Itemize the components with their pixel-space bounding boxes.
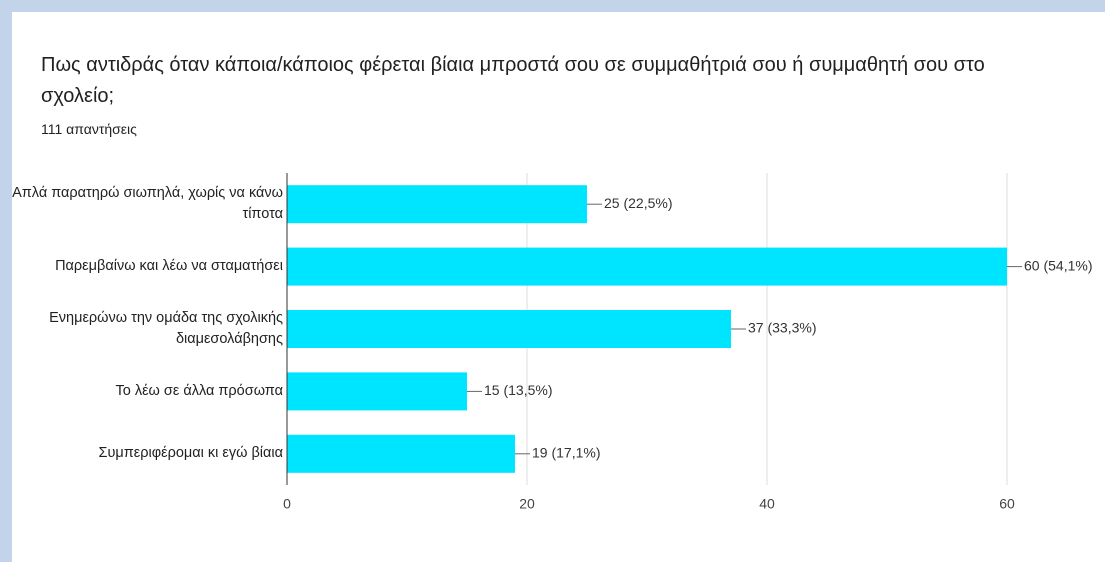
x-tick-label: 40 — [759, 496, 775, 512]
y-tick-label: Απλά παρατηρώ σιωπηλά, χωρίς να κάνω τίπ… — [12, 185, 283, 223]
value-label: 60 (54,1%) — [1024, 257, 1092, 273]
value-label: 19 (17,1%) — [532, 445, 600, 461]
bar — [287, 185, 587, 224]
y-tick-label: Ενημερώνω την ομάδα της σχολικής διαμεσο… — [49, 310, 283, 347]
x-tick-label: 20 — [519, 496, 535, 512]
value-label: 15 (13,5%) — [484, 382, 552, 398]
card — [12, 12, 1105, 562]
x-tick-label: 0 — [283, 496, 291, 512]
bar — [287, 372, 467, 411]
bar — [287, 310, 731, 348]
x-tick-label: 60 — [999, 496, 1015, 512]
bar — [287, 434, 515, 473]
value-label: 37 (33,3%) — [748, 320, 816, 336]
bar — [287, 247, 1007, 286]
chart-title: Πως αντιδράς όταν κάποια/κάποιος φέρεται… — [41, 54, 985, 107]
y-tick-label: Το λέω σε άλλα πρόσωπα — [115, 382, 283, 399]
y-tick-label: Παρεμβαίνω και λέω να σταματήσει — [55, 258, 283, 275]
value-label: 25 (22,5%) — [604, 195, 672, 211]
y-tick-label: Συμπεριφέρομαι κι εγώ βίαια — [98, 445, 283, 462]
chart-subtitle: 111 απαντήσεις — [41, 121, 137, 137]
